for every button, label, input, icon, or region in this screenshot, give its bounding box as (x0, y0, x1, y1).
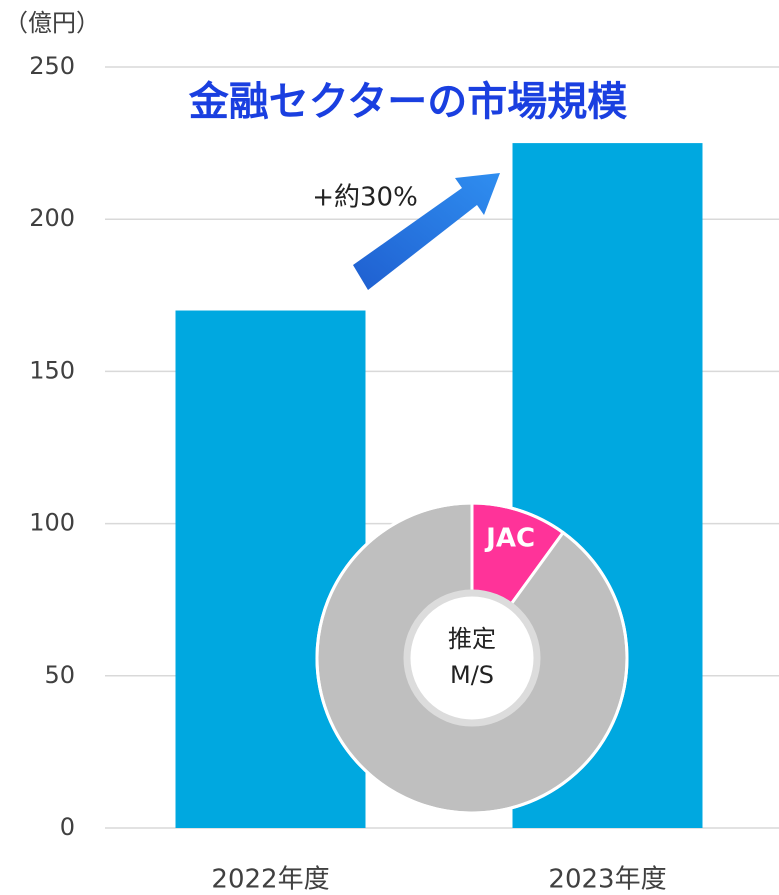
y-tick-label: 250 (29, 52, 75, 80)
growth-arrow (353, 173, 500, 290)
center-label: 推定 (448, 625, 496, 653)
bar (175, 310, 366, 828)
y-axis-label: （億円） (4, 9, 100, 37)
chart-title: 金融セクターの市場規模 (188, 79, 627, 125)
y-tick-label: 0 (60, 813, 75, 841)
pie-outline (315, 501, 629, 815)
slice-label: JAC (484, 524, 535, 554)
y-tick-label: 50 (44, 661, 75, 689)
y-tick-label: 100 (29, 509, 75, 537)
x-tick-label: 2023年度 (548, 865, 666, 895)
x-tick-label: 2022年度 (211, 865, 329, 895)
y-tick-label: 150 (29, 356, 75, 384)
y-tick-label: 200 (29, 204, 75, 232)
center-label: M/S (450, 661, 494, 689)
annotation: +約30% (312, 183, 418, 213)
donut-hole (403, 589, 541, 727)
